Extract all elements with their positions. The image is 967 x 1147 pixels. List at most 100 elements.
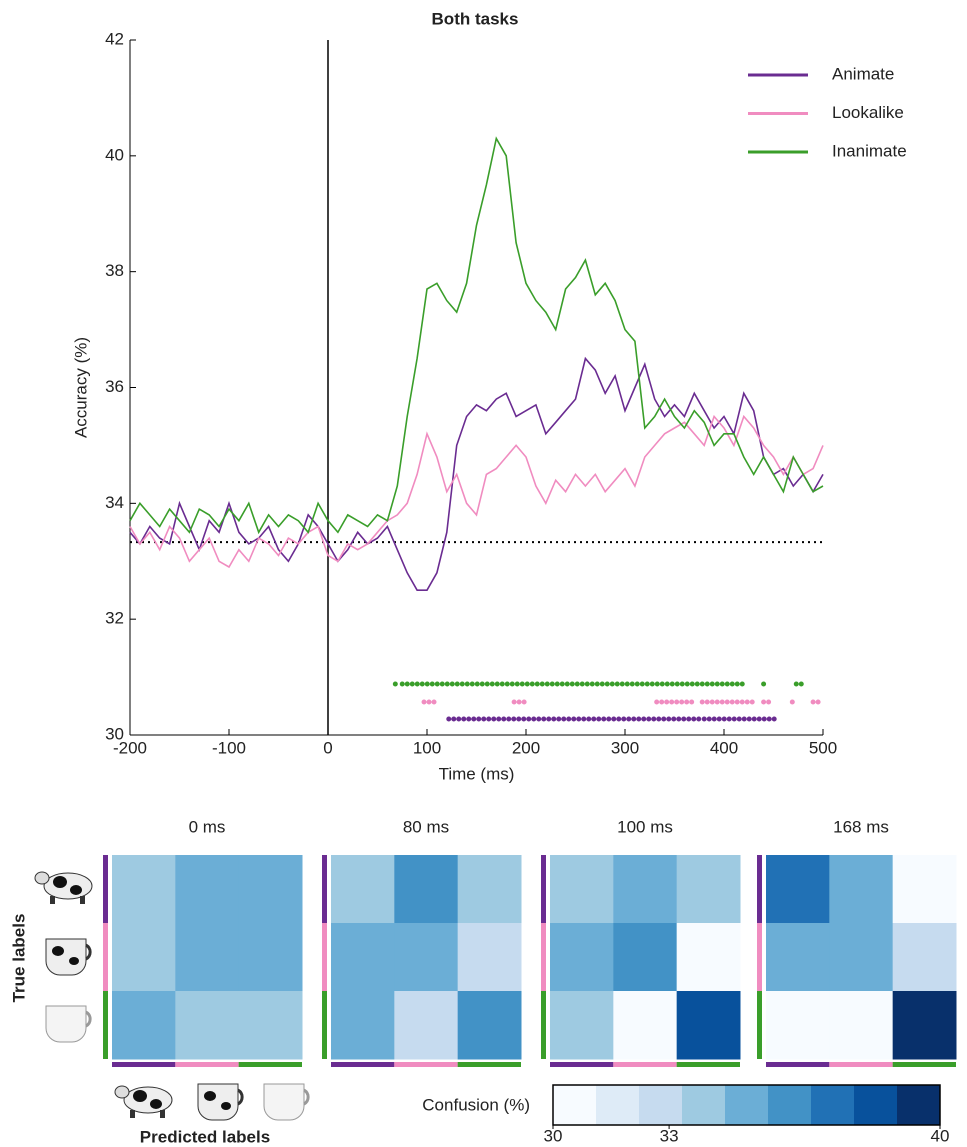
heat-cell xyxy=(550,923,614,992)
heat-cell xyxy=(613,855,678,924)
y-tick-label: 32 xyxy=(105,609,124,628)
row-color-bar xyxy=(757,991,762,1059)
heat-cell xyxy=(550,855,614,924)
colorbar-bin xyxy=(596,1085,640,1125)
heat-cell xyxy=(175,855,240,924)
x-tick-label: -200 xyxy=(113,738,147,757)
y-tick-label: 30 xyxy=(105,724,124,743)
heat-cell xyxy=(112,855,176,924)
colorbar-bin xyxy=(854,1085,898,1125)
x-tick-label: 300 xyxy=(611,738,639,757)
y-tick-label: 36 xyxy=(105,377,124,396)
y-tick-label: 40 xyxy=(105,145,124,164)
column-color-bar xyxy=(892,1062,956,1067)
heat-cell xyxy=(112,991,176,1060)
x-tick-label: 500 xyxy=(809,738,837,757)
row-icons xyxy=(34,871,93,1044)
heat-cell xyxy=(331,855,395,924)
panel-title: 80 ms xyxy=(403,817,449,836)
colorbar-bin xyxy=(682,1085,726,1125)
heat-cell xyxy=(829,855,894,924)
colorbar-tick-label: 30 xyxy=(544,1126,563,1145)
heat-cell xyxy=(676,991,741,1060)
x-tick-label: 100 xyxy=(413,738,441,757)
heat-cell xyxy=(331,991,395,1060)
heat-cell xyxy=(238,855,303,924)
series-line xyxy=(129,414,824,569)
heat-cell xyxy=(175,923,240,992)
y-tick-label: 34 xyxy=(105,493,124,512)
series-line xyxy=(129,136,824,535)
row-color-bar xyxy=(541,923,546,991)
heat-cell xyxy=(676,923,741,992)
colorbar-tick-label: 33 xyxy=(660,1126,679,1145)
row-color-bar xyxy=(103,855,108,923)
row-color-bar xyxy=(757,855,762,923)
colorbar-bin xyxy=(553,1085,597,1125)
series-line xyxy=(129,356,824,591)
row-color-bar xyxy=(322,923,327,991)
heat-cell xyxy=(766,855,830,924)
heat-cell xyxy=(550,991,614,1060)
y-tick-label: 38 xyxy=(105,261,124,280)
colorbar-bin xyxy=(897,1085,941,1125)
column-color-bar xyxy=(331,1062,395,1067)
legend-label: Animate xyxy=(832,64,894,83)
y-axis-label: True labels xyxy=(9,914,28,1003)
heat-cell xyxy=(613,923,678,992)
heat-cell xyxy=(892,991,957,1060)
x-axis-label: Predicted labels xyxy=(140,1127,270,1146)
column-color-bar xyxy=(676,1062,740,1067)
colorbar-label: Confusion (%) xyxy=(422,1095,530,1114)
colorbar-bin xyxy=(768,1085,812,1125)
y-axis-label: Accuracy (%) xyxy=(71,337,90,438)
heat-cell xyxy=(457,923,522,992)
heat-cell xyxy=(829,991,894,1060)
heat-cell xyxy=(457,991,522,1060)
heat-cell xyxy=(238,923,303,992)
heat-cell xyxy=(394,923,459,992)
colorbar-bin xyxy=(811,1085,855,1125)
x-tick-label: 0 xyxy=(323,738,332,757)
legend-label: Inanimate xyxy=(832,141,907,160)
panel-title: 100 ms xyxy=(617,817,673,836)
row-color-bar xyxy=(322,855,327,923)
x-tick-label: 400 xyxy=(710,738,738,757)
heat-cell xyxy=(331,923,395,992)
colorbar-bin xyxy=(639,1085,683,1125)
colorbar-bin xyxy=(725,1085,769,1125)
column-color-bar xyxy=(175,1062,239,1067)
row-color-bar xyxy=(757,923,762,991)
y-tick-label: 42 xyxy=(105,29,124,48)
heat-cell xyxy=(892,923,957,992)
legend-label: Lookalike xyxy=(832,103,904,122)
panel-title: 0 ms xyxy=(189,817,226,836)
column-color-bar xyxy=(238,1062,302,1067)
row-color-bar xyxy=(541,991,546,1059)
row-color-bar xyxy=(103,923,108,991)
heat-cell xyxy=(613,991,678,1060)
column-color-bar xyxy=(112,1062,176,1067)
x-tick-label: -100 xyxy=(212,738,246,757)
heat-cell xyxy=(676,855,741,924)
column-color-bar xyxy=(550,1062,614,1067)
column-icons xyxy=(114,1082,310,1122)
heat-cell xyxy=(238,991,303,1060)
heat-cell xyxy=(829,923,894,992)
row-color-bar xyxy=(322,991,327,1059)
heat-cell xyxy=(175,991,240,1060)
row-color-bar xyxy=(103,991,108,1059)
heat-cell xyxy=(394,855,459,924)
heat-cell xyxy=(112,923,176,992)
panel-title: 168 ms xyxy=(833,817,889,836)
column-color-bar xyxy=(394,1062,458,1067)
heat-cell xyxy=(892,855,957,924)
colorbar-frame xyxy=(552,1084,941,1126)
column-color-bar xyxy=(766,1062,830,1067)
heat-cell xyxy=(394,991,459,1060)
x-axis-label: Time (ms) xyxy=(439,764,515,783)
heat-cell xyxy=(766,923,830,992)
column-color-bar xyxy=(829,1062,893,1067)
colorbar-tick-label: 40 xyxy=(931,1126,950,1145)
